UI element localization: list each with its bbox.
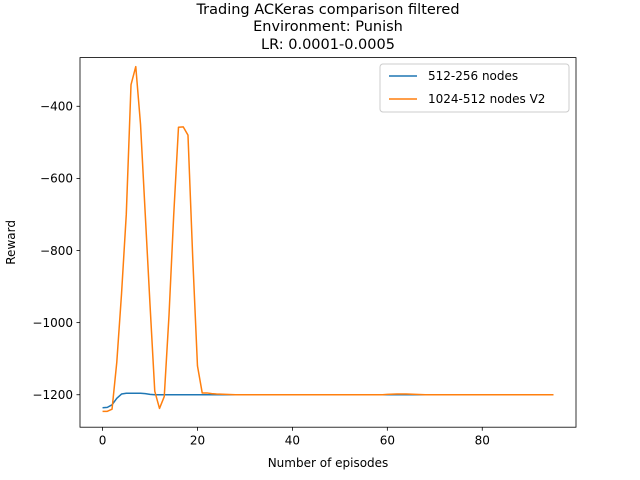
x-tick-label: 80 — [475, 434, 490, 448]
legend-label-512-256: 512-256 nodes — [428, 69, 518, 83]
x-tick-label: 60 — [380, 434, 395, 448]
y-tick-label: −600 — [40, 172, 73, 186]
chart-title-line-2: Environment: Punish — [253, 19, 403, 35]
x-tick-label: 40 — [285, 434, 300, 448]
y-axis-label: Reward — [4, 220, 18, 265]
y-tick-label: −800 — [40, 244, 73, 258]
x-axis-label: Number of episodes — [268, 456, 389, 470]
x-tick-label: 0 — [99, 434, 107, 448]
series-line-1 — [102, 65, 554, 413]
legend-label-1024-512: 1024-512 nodes V2 — [428, 92, 545, 106]
series-layer — [102, 65, 554, 413]
legend: 512-256 nodes 1024-512 nodes V2 — [379, 63, 570, 113]
legend-box — [379, 63, 570, 113]
ticks-layer: 0 20 40 60 80 −1200 −1000 −800 −600 −400 — [32, 100, 489, 448]
y-tick-label: −1000 — [32, 316, 73, 330]
y-tick-label: −1200 — [32, 388, 73, 402]
chart-title-line-3: LR: 0.0001-0.0005 — [261, 37, 395, 53]
x-tick-label: 20 — [190, 434, 205, 448]
plot-frame — [79, 57, 577, 428]
y-tick-label: −400 — [40, 100, 73, 114]
chart-title-line-1: Trading ACKeras comparison filtered — [195, 2, 459, 18]
